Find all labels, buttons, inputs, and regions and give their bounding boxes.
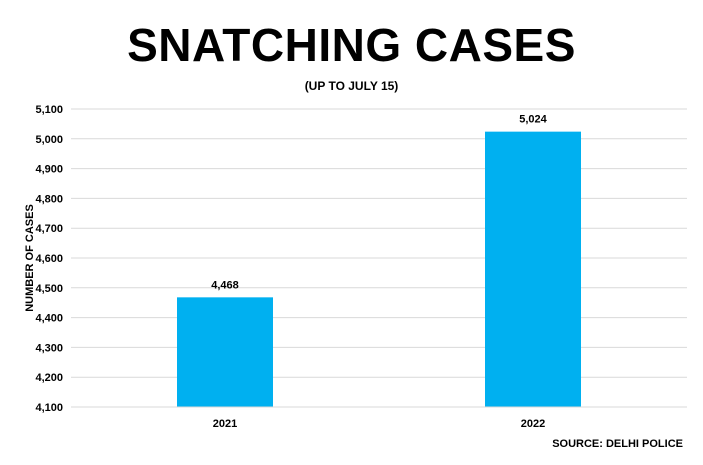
y-tick-label: 4,600 [35, 253, 63, 265]
y-tick-label: 5,100 [35, 104, 63, 116]
y-tick-label: 5,000 [35, 134, 63, 146]
y-tick-label: 4,200 [35, 372, 63, 384]
data-label-2021: 4,468 [211, 279, 239, 291]
y-tick-label: 4,800 [35, 193, 63, 205]
bar-2021 [177, 297, 273, 407]
chart-title: SNATCHING CASES [127, 19, 576, 71]
chart-subtitle: (UP TO JULY 15) [304, 79, 399, 93]
y-tick-label: 4,400 [35, 313, 63, 325]
bar-2022 [485, 131, 581, 407]
y-tick-label: 4,900 [35, 164, 63, 176]
y-tick-label: 4,100 [35, 402, 63, 414]
y-tick-label: 4,700 [35, 223, 63, 235]
x-tick-label-2022: 2022 [521, 418, 545, 430]
source-note: SOURCE: DELHI POLICE [552, 438, 683, 450]
data-label-2022: 5,024 [519, 114, 547, 126]
y-tick-label: 4,300 [35, 342, 63, 354]
y-tick-label: 4,500 [35, 283, 63, 295]
x-tick-label-2021: 2021 [213, 418, 237, 430]
